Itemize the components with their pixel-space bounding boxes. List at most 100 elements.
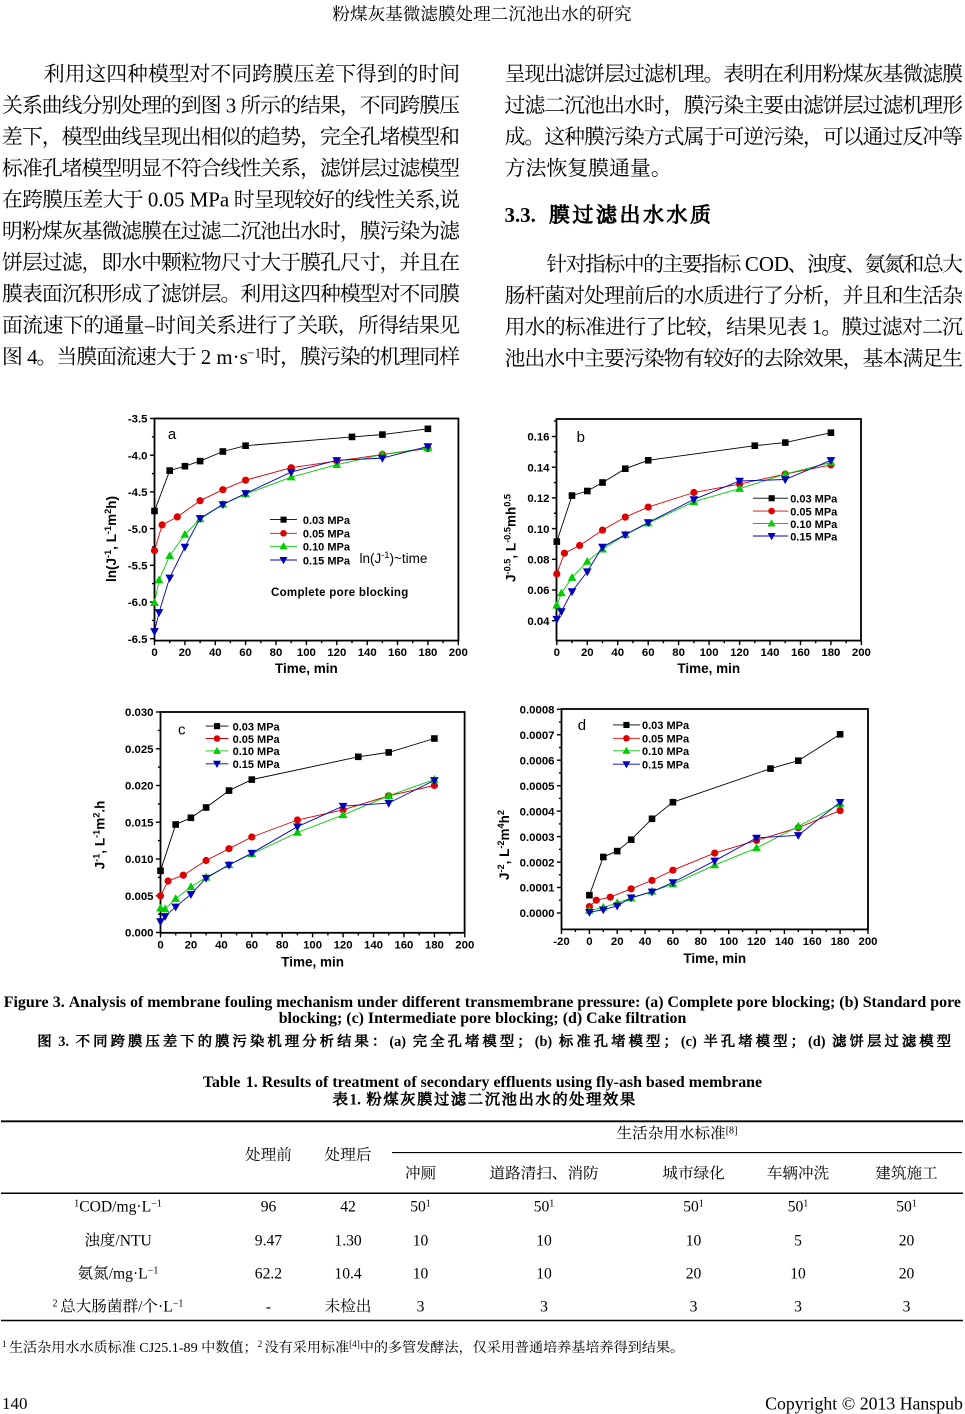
svg-text:3: 3 <box>417 1299 425 1316</box>
svg-text:1: 1 <box>74 1199 79 1210</box>
svg-text:0.15 MPa: 0.15 MPa <box>642 760 690 772</box>
svg-text:ln(J-1)~time: ln(J-1)~time <box>360 550 428 566</box>
svg-text:3: 3 <box>540 1299 548 1316</box>
svg-text:(c): (c) <box>346 1010 364 1027</box>
svg-text:0.03 MPa: 0.03 MPa <box>642 720 690 732</box>
svg-text:fouling: fouling <box>225 994 273 1011</box>
svg-text:140: 140 <box>364 939 383 951</box>
svg-text:5: 5 <box>794 1233 802 1250</box>
svg-text:-6.5: -6.5 <box>128 634 148 646</box>
svg-text:10: 10 <box>536 1233 552 1250</box>
svg-text:(c): (c) <box>681 1034 697 1050</box>
svg-text:60: 60 <box>245 939 258 951</box>
svg-text:blocking;: blocking; <box>495 1010 559 1027</box>
svg-text:membrane: membrane <box>689 1074 762 1091</box>
svg-text:0.005: 0.005 <box>125 891 154 903</box>
svg-text:200: 200 <box>858 936 877 948</box>
svg-text:−1: −1 <box>173 1299 184 1310</box>
svg-text:0.03 MPa: 0.03 MPa <box>303 515 351 527</box>
svg-text:0.15 MPa: 0.15 MPa <box>303 555 351 567</box>
svg-text:Complete: Complete <box>668 994 733 1011</box>
svg-text:0: 0 <box>157 939 163 951</box>
svg-text:membrane: membrane <box>147 994 220 1011</box>
svg-text:1: 1 <box>699 1199 704 1210</box>
svg-text:filtration: filtration <box>625 1010 686 1027</box>
svg-text:(a): (a) <box>645 994 664 1011</box>
svg-text:3.: 3. <box>58 1034 69 1050</box>
svg-text:180: 180 <box>425 939 444 951</box>
svg-text:0: 0 <box>151 647 157 659</box>
svg-text:of: of <box>130 994 144 1011</box>
svg-text:10: 10 <box>413 1233 429 1250</box>
svg-text:100: 100 <box>297 647 316 659</box>
svg-text:,: , <box>435 188 440 212</box>
svg-text:−1: −1 <box>148 1266 159 1277</box>
svg-text:3.: 3. <box>53 994 65 1011</box>
svg-text:0.03 MPa: 0.03 MPa <box>790 494 838 506</box>
svg-text:2: 2 <box>53 1299 58 1310</box>
svg-text:©: © <box>842 1394 856 1414</box>
svg-text:blocking;: blocking; <box>772 994 836 1011</box>
svg-text:of: of <box>403 1074 417 1091</box>
svg-text:0.0007: 0.0007 <box>520 730 555 742</box>
svg-text:treatment: treatment <box>332 1074 399 1091</box>
svg-text:0.020: 0.020 <box>125 781 154 793</box>
svg-text:120: 120 <box>327 647 346 659</box>
svg-text:3: 3 <box>226 93 236 117</box>
svg-text:80: 80 <box>270 647 283 659</box>
svg-text:0.0000: 0.0000 <box>520 908 555 920</box>
svg-text:80: 80 <box>694 936 707 948</box>
svg-text:100: 100 <box>719 936 738 948</box>
svg-text:42: 42 <box>340 1199 356 1216</box>
svg-text:3: 3 <box>794 1299 802 1316</box>
svg-text:(b): (b) <box>839 994 858 1011</box>
svg-text:-5.0: -5.0 <box>128 524 148 536</box>
svg-text:0: 0 <box>586 936 592 948</box>
svg-text:40: 40 <box>215 939 228 951</box>
svg-text:-3.5: -3.5 <box>128 414 148 426</box>
svg-text:20: 20 <box>581 647 594 659</box>
svg-text:effluents: effluents <box>494 1074 552 1091</box>
svg-text:20: 20 <box>611 936 624 948</box>
svg-text:secondary: secondary <box>421 1074 490 1091</box>
svg-text:0.0005: 0.0005 <box>520 781 556 793</box>
svg-text:0.015: 0.015 <box>125 818 154 830</box>
svg-text:0.04: 0.04 <box>527 616 550 628</box>
svg-text:0.14: 0.14 <box>527 462 550 474</box>
svg-text:J-1, L-1m2.h: J-1, L-1m2.h <box>92 801 108 870</box>
svg-text:0.025: 0.025 <box>125 744 154 756</box>
svg-text:10: 10 <box>413 1266 429 1283</box>
svg-text:d: d <box>578 717 586 734</box>
svg-text:/NTU: /NTU <box>115 1233 151 1250</box>
svg-text:0.0002: 0.0002 <box>520 857 555 869</box>
svg-text:100: 100 <box>303 939 322 951</box>
svg-text:Standard: Standard <box>863 994 927 1011</box>
svg-text:1: 1 <box>2 1339 7 1349</box>
svg-text:Analysis: Analysis <box>69 994 126 1011</box>
svg-text:0.0001: 0.0001 <box>520 883 556 895</box>
svg-text:0.05 MPa: 0.05 MPa <box>233 734 281 746</box>
svg-text:different: different <box>402 994 462 1011</box>
svg-text:2: 2 <box>201 345 211 369</box>
svg-text:transmembrane: transmembrane <box>465 994 574 1011</box>
svg-text:200: 200 <box>852 647 871 659</box>
svg-text:50: 50 <box>683 1199 699 1216</box>
svg-text:c: c <box>178 721 186 738</box>
svg-text:160: 160 <box>803 936 822 948</box>
svg-text:62.2: 62.2 <box>255 1266 282 1283</box>
svg-text:0: 0 <box>554 647 560 659</box>
svg-text:140: 140 <box>2 1394 28 1413</box>
svg-text:50: 50 <box>896 1199 912 1216</box>
svg-text:20: 20 <box>185 939 198 951</box>
svg-text:100: 100 <box>700 647 719 659</box>
svg-text:1: 1 <box>426 1199 431 1210</box>
svg-text:COD/mg·L: COD/mg·L <box>79 1199 151 1216</box>
svg-text:(a): (a) <box>389 1034 406 1050</box>
svg-text:120: 120 <box>730 647 749 659</box>
svg-text:0.03 MPa: 0.03 MPa <box>233 721 281 733</box>
svg-text:10: 10 <box>536 1266 552 1283</box>
svg-text:0.030: 0.030 <box>125 707 154 719</box>
svg-text:80: 80 <box>672 647 685 659</box>
svg-text:80: 80 <box>276 939 289 951</box>
svg-text:2013: 2013 <box>860 1394 896 1414</box>
